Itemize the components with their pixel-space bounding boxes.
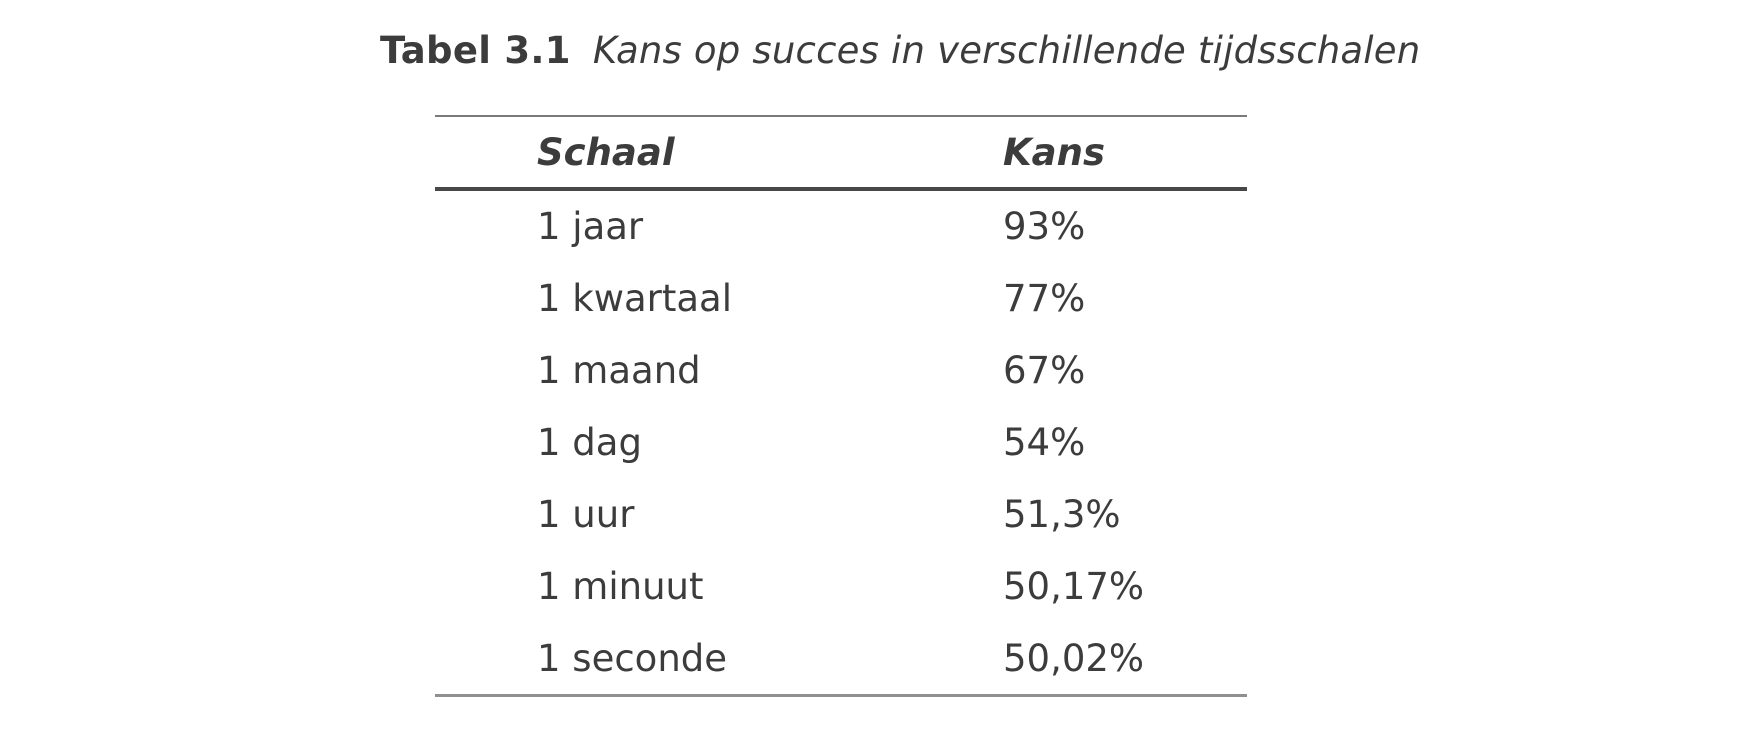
column-header-kans: Kans [1003, 130, 1106, 174]
table-row: 1 seconde 50,02% [435, 622, 1247, 694]
row-kans: 77% [1003, 277, 1086, 321]
table-header-row: Schaal Kans [435, 117, 1247, 187]
row-kans: 54% [1003, 421, 1086, 464]
table-body: 1 jaar 93% 1 kwartaal 77% 1 maand 67% 1 … [435, 191, 1247, 694]
table-row: 1 jaar 93% [435, 191, 1247, 263]
table-row: 1 uur 51,3% [435, 478, 1247, 550]
table-row: 1 kwartaal 77% [435, 263, 1247, 335]
row-kans: 50,17% [1003, 564, 1145, 608]
column-header-schaal: Schaal [537, 130, 675, 174]
row-schaal: 1 kwartaal [537, 277, 733, 321]
table-row: 1 minuut 50,17% [435, 550, 1247, 622]
row-schaal: 1 jaar [537, 205, 644, 249]
table-row: 1 dag 54% [435, 407, 1247, 479]
table-header-rule [435, 187, 1247, 191]
table-bottom-rule [435, 694, 1247, 697]
table-caption: Kans op succes in verschillende tijdssch… [592, 29, 1421, 72]
table-top-rule [435, 115, 1247, 117]
row-kans: 50,02% [1003, 636, 1145, 680]
row-schaal: 1 dag [537, 421, 642, 464]
row-kans: 93% [1003, 205, 1086, 249]
data-table: Schaal Kans 1 jaar 93% 1 kwartaal 77% 1 … [435, 115, 1247, 697]
row-schaal: 1 minuut [537, 564, 704, 608]
table-title: Tabel 3.1 Kans op succes in verschillende… [380, 30, 1420, 72]
row-schaal: 1 maand [537, 349, 701, 393]
row-kans: 51,3% [1003, 492, 1121, 536]
row-schaal: 1 seconde [537, 636, 728, 680]
row-kans: 67% [1003, 349, 1086, 393]
table-row: 1 maand 67% [435, 335, 1247, 407]
row-schaal: 1 uur [537, 492, 635, 536]
table-number: Tabel 3.1 [380, 29, 571, 72]
